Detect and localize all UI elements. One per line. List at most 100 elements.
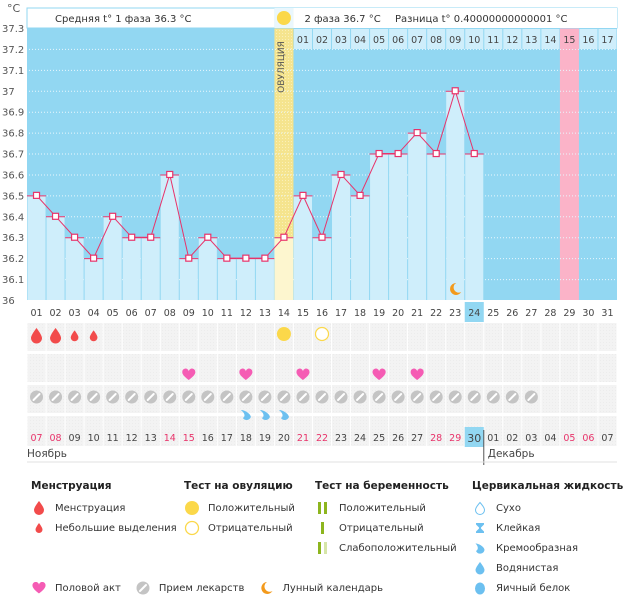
fluid-creamy-icon [472, 540, 488, 556]
pill-stripe [279, 393, 288, 401]
date-label: 22 [316, 433, 328, 444]
heart-icon [372, 368, 386, 380]
date-label: 09 [69, 433, 81, 444]
date-cell [522, 427, 541, 446]
post-ovulation-day-cell [351, 29, 370, 49]
marker-cell [179, 323, 198, 351]
date-cell [27, 427, 46, 446]
marker-cell [560, 354, 579, 382]
cycle-day-label: 21 [411, 308, 423, 319]
cycle-day-label: 03 [69, 308, 81, 319]
cycle-day-label: 13 [259, 308, 271, 319]
temperature-bar [65, 237, 84, 300]
date-label: 17 [221, 433, 233, 444]
temperature-point [70, 233, 79, 241]
marker-cell [351, 354, 370, 382]
post-ovulation-day-label: 16 [582, 35, 594, 46]
fluid-watery-icon [472, 560, 488, 576]
date-cell [122, 427, 141, 446]
pill-stripe [298, 393, 307, 401]
post-ovulation-day-cell [332, 29, 351, 49]
marker-cell [217, 323, 236, 351]
marker-cell [522, 354, 541, 382]
date-cell [541, 427, 560, 446]
pill-stripe [527, 393, 536, 401]
pill-stripe [127, 393, 136, 401]
temperature-bar [179, 258, 198, 300]
marker-cell [427, 323, 446, 351]
temperature-point [375, 149, 383, 158]
current-day-highlight [464, 302, 484, 322]
marker-cell [46, 354, 65, 382]
cycle-day-label: 27 [525, 308, 537, 319]
temperature-point [32, 191, 41, 199]
legend-item: Отрицательный [315, 518, 457, 538]
marker-cell [141, 354, 160, 382]
date-cell [160, 427, 179, 446]
ovulation-test-positive-icon [276, 327, 291, 341]
post-ovulation-day-cell [579, 29, 598, 49]
date-label: 06 [582, 433, 594, 444]
temperature-point [413, 129, 421, 137]
post-ovulation-day-cell [427, 29, 446, 49]
fluid-dry-icon [472, 500, 488, 516]
cycle-day-label: 22 [430, 308, 442, 319]
legend-label: Половой акт [55, 582, 121, 594]
pill-stripe [222, 393, 231, 401]
fluid-egg-white-icon [472, 580, 488, 596]
pill-stripe [260, 393, 269, 401]
temperature-point [261, 254, 269, 262]
legend-item: Клейкая [472, 518, 623, 538]
temperature-point [204, 233, 212, 241]
legend-pregnancy-test: Тест на беременность Положительный Отриц… [315, 480, 457, 558]
legend-item: Сухо [472, 498, 623, 518]
temperature-bar [332, 174, 351, 300]
marker-cell [274, 354, 293, 382]
ovulation-bar [274, 237, 294, 300]
post-ovulation-day-label: 05 [373, 35, 385, 46]
y-tick-label: 36.3 [2, 233, 24, 244]
post-ovulation-day-label: 11 [487, 35, 499, 46]
marker-cell [598, 385, 617, 413]
marker-cell [141, 323, 160, 351]
cycle-day-label: 02 [50, 308, 62, 319]
date-label: 07 [30, 433, 42, 444]
y-tick-label: 36.4 [2, 212, 24, 223]
post-ovulation-day-label: 01 [297, 35, 309, 46]
pill-stripe [108, 393, 117, 401]
post-ovulation-day-cell [370, 29, 389, 49]
date-cell [427, 427, 446, 446]
pill-stripe [394, 393, 403, 401]
y-unit-label: °C [7, 2, 21, 15]
temperature-point [337, 170, 345, 179]
cycle-day-label: 10 [202, 308, 214, 319]
y-tick-label: 37.1 [2, 66, 24, 77]
date-label: 08 [50, 433, 62, 444]
date-cell [446, 427, 465, 446]
marker-cell [27, 354, 46, 382]
legend-other: Половой акт Прием лекарств Лунный календ… [31, 578, 383, 598]
bbt-chart: 37.3 37.2 37.1 37 36.9 36.8 36.7 36.6 36.5 36.4 36… [2, 2, 618, 465]
drop-icon [50, 328, 62, 344]
marker-cell [389, 354, 408, 382]
ovulation-test-negative-icon [314, 326, 330, 342]
pill-stripe [413, 393, 422, 401]
y-tick-label: 36.2 [2, 254, 24, 265]
marker-cell [579, 385, 598, 413]
marker-cell [160, 354, 179, 382]
cycle-day-label: 31 [601, 308, 613, 319]
pill-stripe [146, 393, 155, 401]
temperature-point [394, 149, 402, 158]
legend-item: Слабоположительный [315, 538, 457, 558]
heart-icon [31, 580, 47, 596]
temperature-point [242, 254, 250, 262]
legend-item: Прием лекарств [135, 578, 244, 598]
legend-label: Яичный белок [496, 582, 571, 594]
phase2-average: 2 фаза 36.7 °C [304, 14, 380, 25]
cycle-day-label: 23 [449, 308, 461, 319]
pill-stripe [451, 393, 460, 401]
marker-cell [598, 323, 617, 351]
date-label: 04 [544, 433, 556, 444]
date-cell [351, 427, 370, 446]
marker-cell [389, 323, 408, 351]
